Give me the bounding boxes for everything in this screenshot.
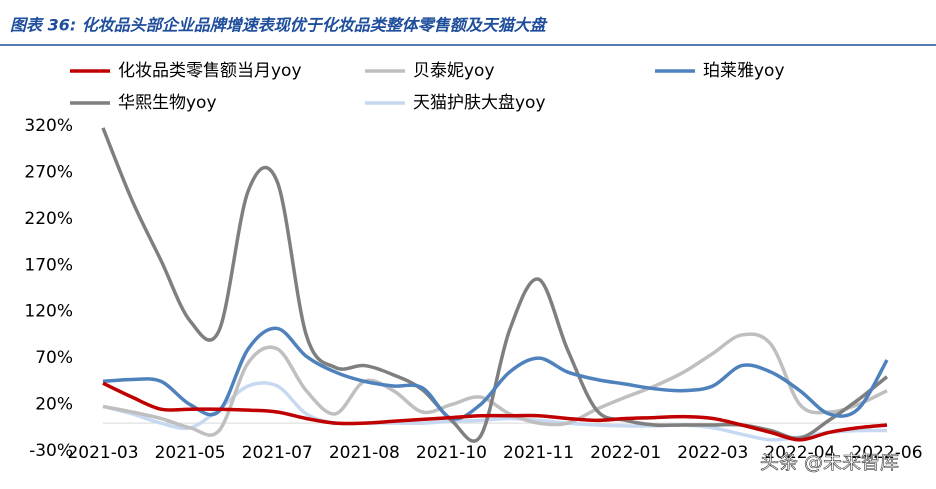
legend-label: 华熙生物yoy — [118, 93, 217, 113]
series-line — [102, 332, 888, 437]
legend-label: 珀莱雅yoy — [703, 61, 785, 81]
x-tick-label: 2021-08 — [329, 443, 400, 463]
legend-label: 化妆品类零售额当月yoy — [118, 61, 302, 81]
x-tick-label: 2021-03 — [67, 443, 138, 463]
y-tick-label: 320% — [24, 116, 73, 136]
x-tick-label: 2021-11 — [503, 443, 574, 463]
x-tick-label: 2021-07 — [242, 443, 313, 463]
y-tick-label: 270% — [24, 162, 73, 182]
x-tick-label: 2021-05 — [155, 443, 226, 463]
series-line — [102, 326, 889, 421]
series-line — [101, 127, 889, 443]
chart-title: 图表 36: 化妆品头部企业品牌增速表现优于化妆品类整体零售额及天猫大盘 — [10, 16, 548, 35]
y-tick-label: 20% — [35, 395, 73, 415]
legend-label: 贝泰妮yoy — [413, 61, 495, 81]
x-tick-label: 2022-06 — [851, 443, 922, 463]
series-line — [102, 381, 888, 442]
x-tick-label: 2022-03 — [677, 443, 748, 463]
y-tick-label: 70% — [35, 348, 73, 368]
x-tick-label: 2022-04 — [764, 443, 835, 463]
x-tick-label: 2021-10 — [416, 443, 487, 463]
y-tick-label: 120% — [24, 302, 73, 322]
watermark: 头条 @未来智库 — [760, 452, 899, 474]
x-tick-label: 2022-01 — [590, 443, 661, 463]
y-tick-label: 220% — [24, 209, 73, 229]
y-tick-label: -30% — [29, 441, 73, 461]
y-tick-label: 170% — [24, 255, 73, 275]
legend-label: 天猫护肤大盘yoy — [413, 93, 546, 113]
